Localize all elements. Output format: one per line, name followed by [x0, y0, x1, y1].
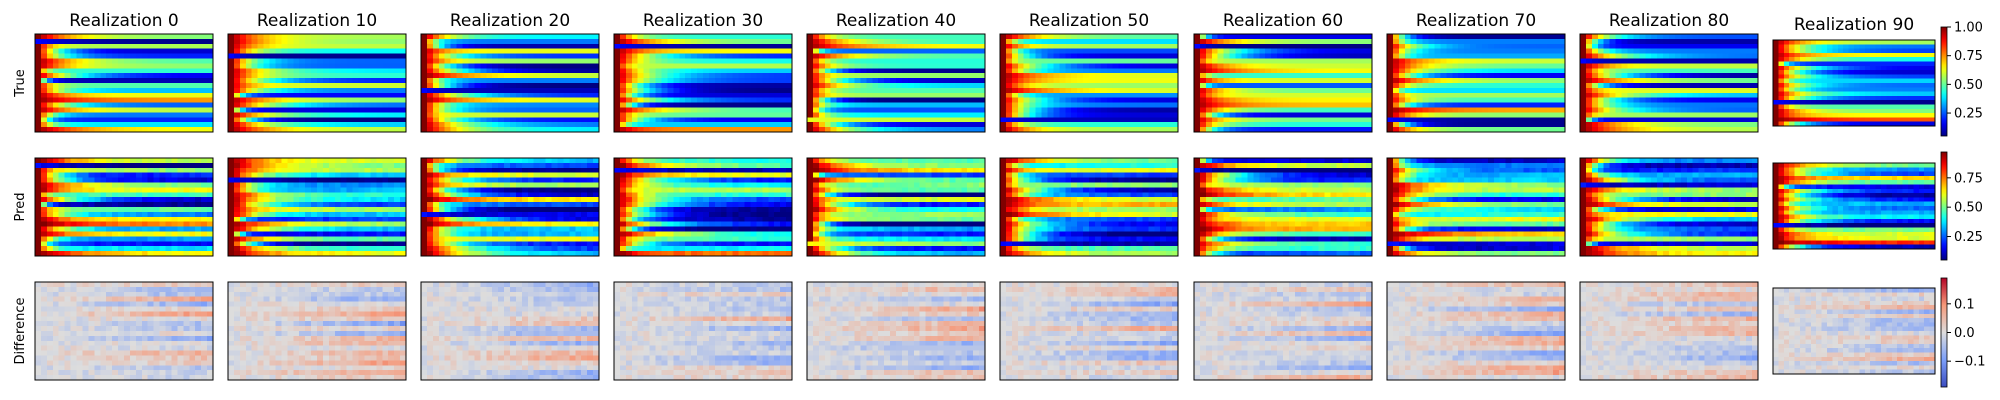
heatmap-difference-realization-90 — [1773, 288, 1935, 374]
heatmap-difference-realization-70 — [1387, 282, 1565, 380]
heatmap-true-realization-20 — [421, 34, 599, 132]
heatmap-difference-realization-0 — [35, 282, 213, 380]
column-title-realization-60: Realization 60 — [1223, 11, 1343, 31]
heatmap-difference-realization-10 — [228, 282, 406, 380]
column-titles: Realization 0 Realization 10 Realization 2… — [69, 11, 1914, 35]
heatmap-true-realization-50 — [1000, 34, 1178, 132]
heatmap-true-realization-90 — [1773, 40, 1935, 126]
colorbar-difference: −0.1 0.0 0.1 — [1941, 278, 1986, 387]
row-label-difference: Difference — [13, 297, 28, 364]
heatmap-difference-realization-20 — [421, 282, 599, 380]
colorbar-tick-label: 0.50 — [1954, 78, 1983, 93]
heatmap-true-realization-40 — [807, 34, 985, 132]
heatmap-true-realization-60 — [1194, 34, 1372, 132]
column-title-realization-40: Realization 40 — [836, 11, 956, 31]
heatmap-pred-realization-40 — [807, 158, 985, 256]
colorbars: 0.25 0.50 0.75 1.00 0.25 0.50 0.75 −0.1 0.0 0.1 — [1941, 21, 1986, 388]
column-title-realization-80: Realization 80 — [1609, 11, 1729, 31]
column-title-realization-30: Realization 30 — [643, 11, 763, 31]
column-title-realization-10: Realization 10 — [257, 11, 377, 31]
heatmap-difference-realization-50 — [1000, 282, 1178, 380]
heatmap-true-realization-0 — [35, 34, 213, 132]
colorbar-tick-label: 0.25 — [1954, 230, 1983, 245]
row-label-pred: Pred — [13, 193, 28, 222]
heatmap-pred-realization-10 — [228, 158, 406, 256]
column-title-realization-20: Realization 20 — [450, 11, 570, 31]
heatmap-true-realization-30 — [614, 34, 792, 132]
heatmap-pred-realization-70 — [1387, 158, 1565, 256]
heatmap-true-realization-80 — [1580, 34, 1758, 132]
heatmap-pred-realization-80 — [1580, 158, 1758, 256]
heatmap-difference-realization-40 — [807, 282, 985, 380]
colorbar-pred: 0.25 0.50 0.75 — [1941, 152, 1983, 260]
colorbar-tick-label: 0.25 — [1954, 107, 1983, 122]
colorbar-true: 0.25 0.50 0.75 1.00 — [1941, 21, 1983, 137]
heatmap-pred-realization-0 — [35, 158, 213, 256]
colorbar-tick-label: 0.0 — [1954, 326, 1975, 341]
colorbar-tick-label: 0.75 — [1954, 171, 1983, 186]
colorbar-tick-label: −0.1 — [1954, 355, 1986, 370]
heatmap-difference-realization-30 — [614, 282, 792, 380]
colorbar-tick-label: 0.75 — [1954, 49, 1983, 64]
heatmap-difference-realization-80 — [1580, 282, 1758, 380]
heatmap-true-realization-70 — [1387, 34, 1565, 132]
column-title-realization-70: Realization 70 — [1416, 11, 1536, 31]
row-label-true: True — [13, 69, 28, 98]
column-title-realization-50: Realization 50 — [1029, 11, 1149, 31]
row-labels: True Pred Difference — [13, 69, 28, 364]
heatmap-pred-realization-50 — [1000, 158, 1178, 256]
heatmap-panels — [35, 34, 1935, 380]
heatmap-pred-realization-30 — [614, 158, 792, 256]
heatmap-true-realization-10 — [228, 34, 406, 132]
heatmap-pred-realization-20 — [421, 158, 599, 256]
heatmap-pred-realization-90 — [1773, 163, 1935, 249]
column-title-realization-0: Realization 0 — [69, 11, 179, 31]
colorbar-tick-label: 0.50 — [1954, 201, 1983, 216]
heatmap-difference-realization-60 — [1194, 282, 1372, 380]
colorbar-tick-label: 1.00 — [1954, 21, 1983, 36]
colorbar-tick-label: 0.1 — [1954, 297, 1975, 312]
column-title-realization-90: Realization 90 — [1794, 15, 1914, 35]
heatmap-pred-realization-60 — [1194, 158, 1372, 256]
